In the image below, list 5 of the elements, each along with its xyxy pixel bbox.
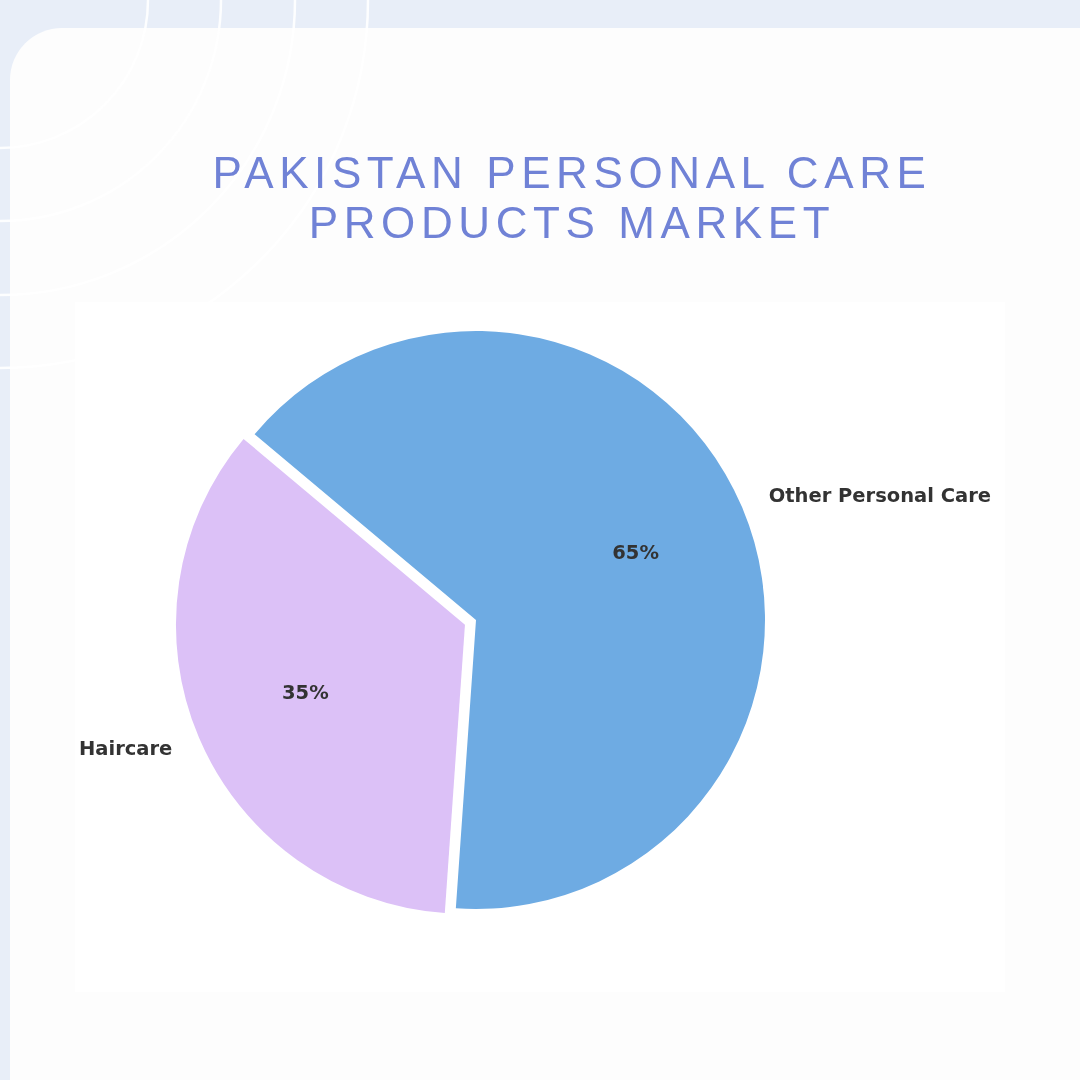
chart-title: PAKISTAN PERSONAL CARE PRODUCTS MARKET [211,148,933,248]
slice-label: Haircare [78,737,173,761]
data-label: 35% [281,680,329,704]
slice-label: Other Personal Care [768,484,991,508]
data-label: 65% [612,540,659,564]
